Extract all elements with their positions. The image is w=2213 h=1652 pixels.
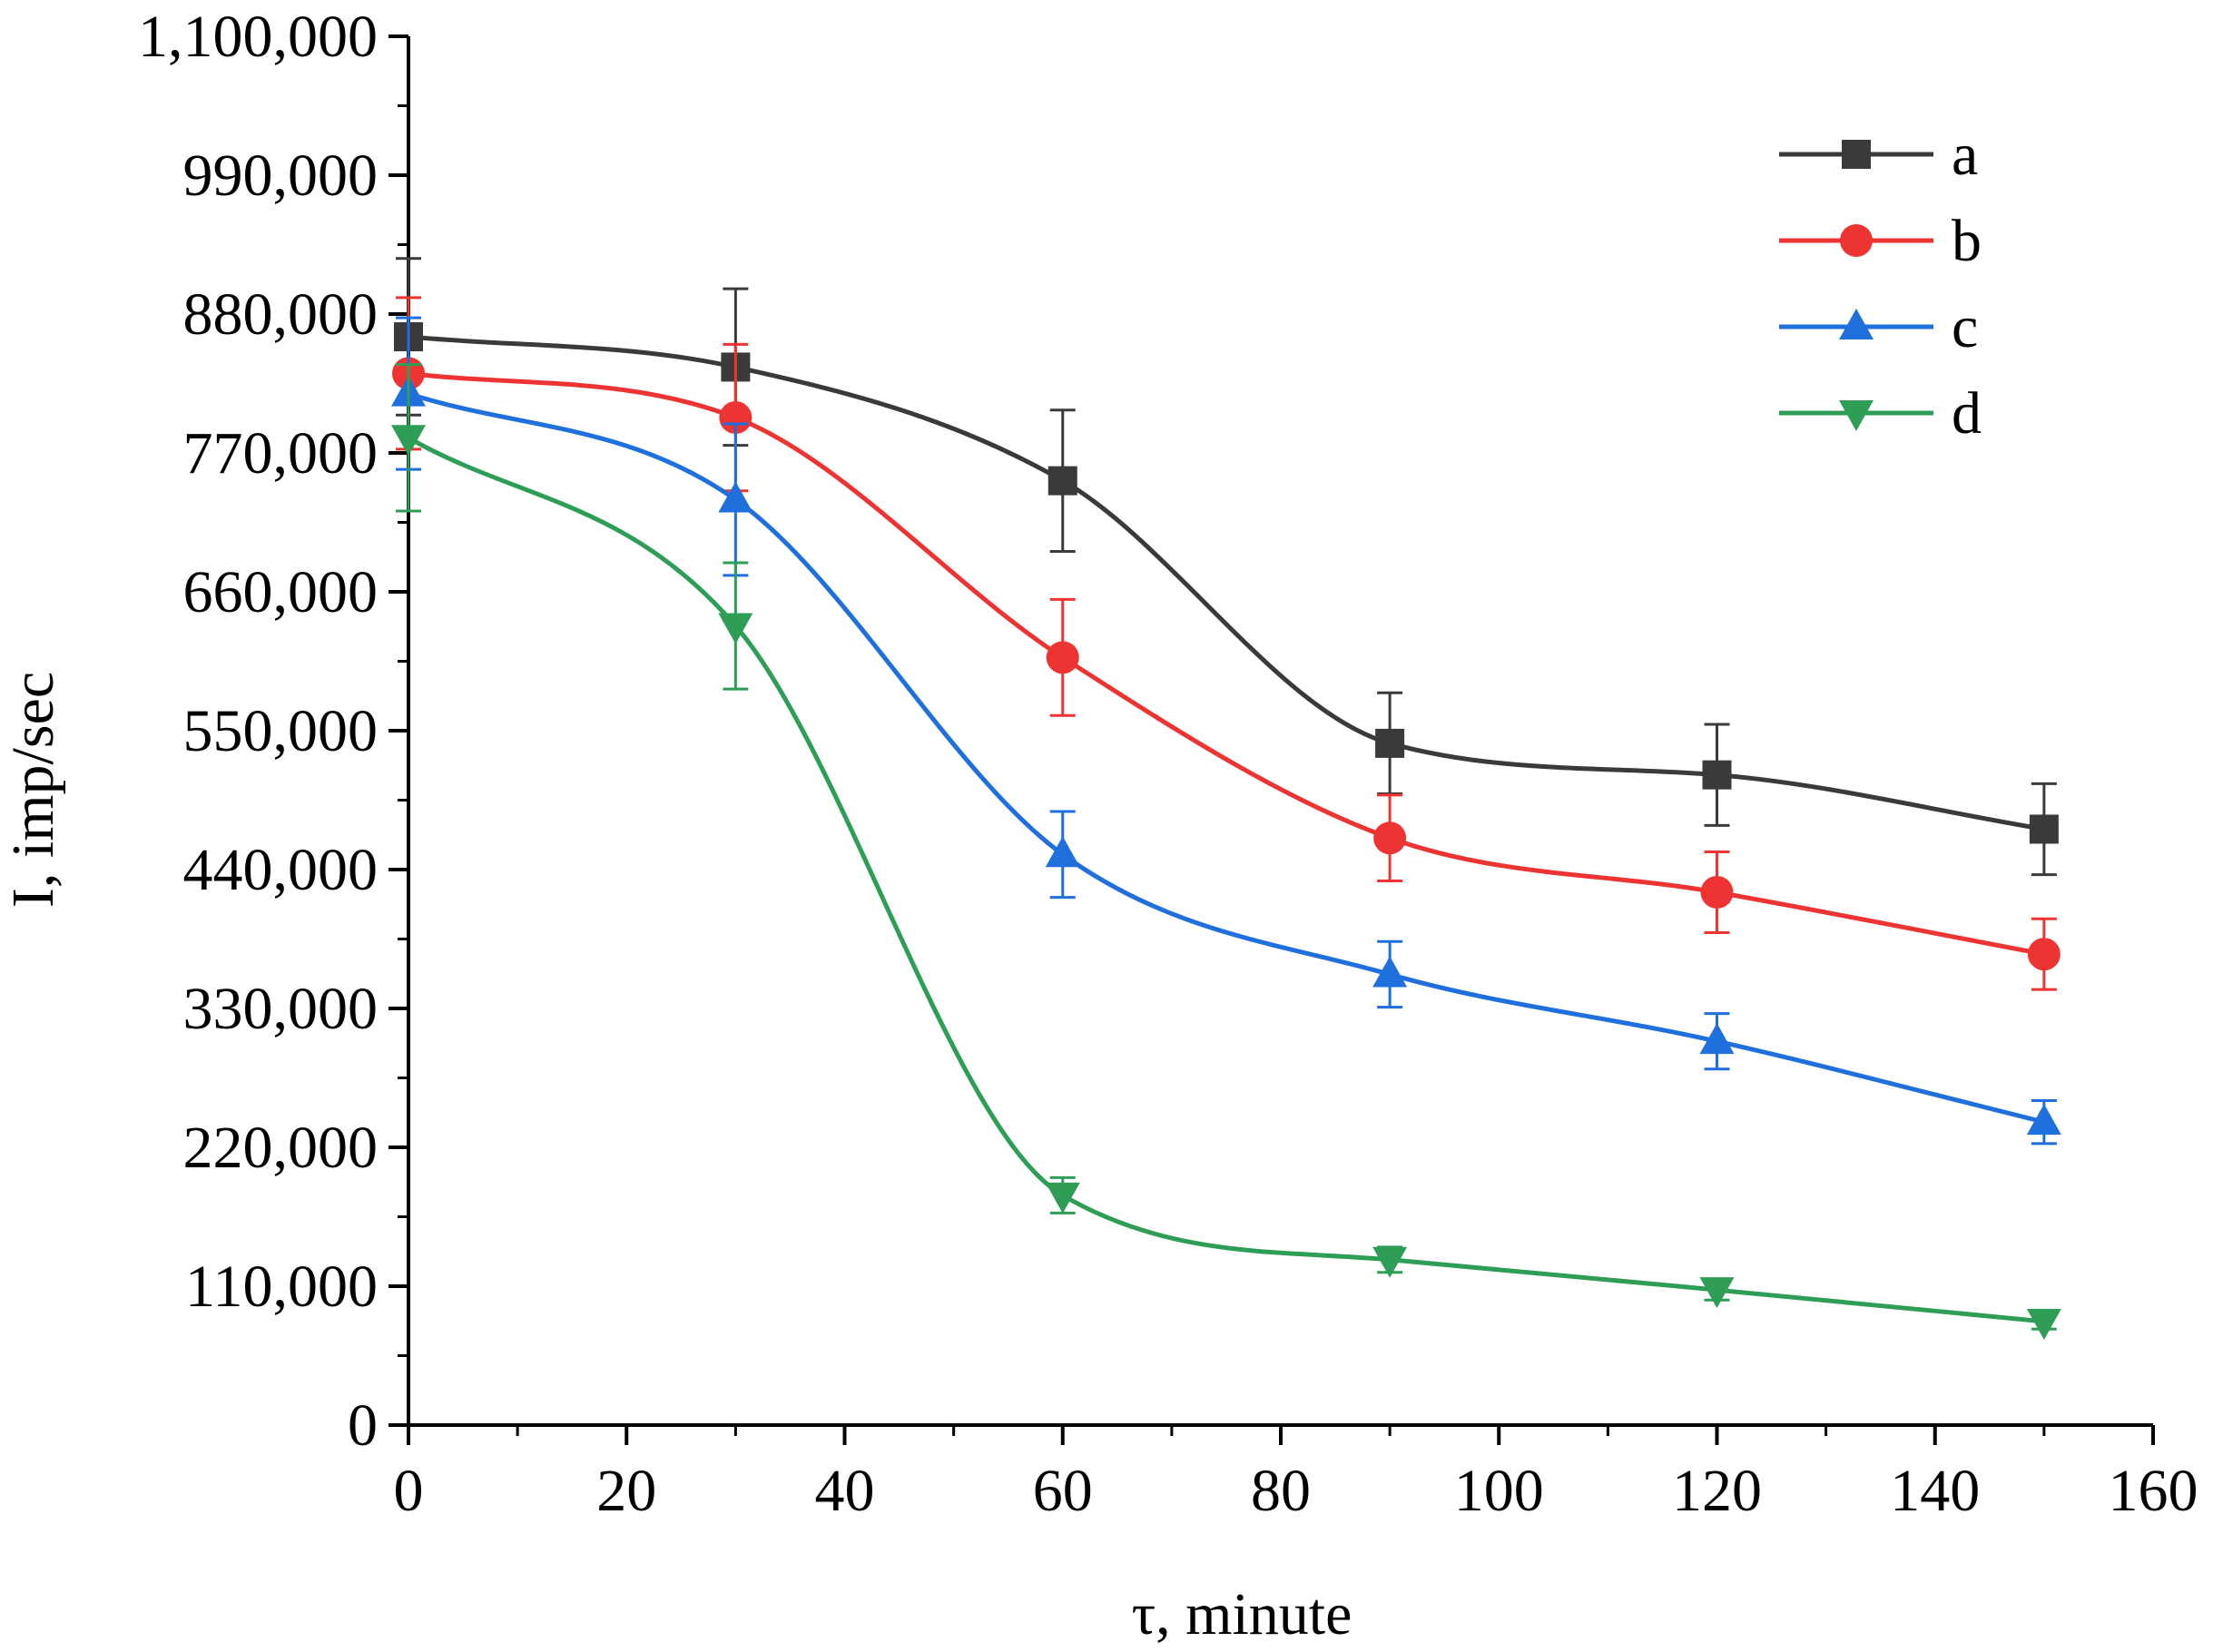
data-point-d (1045, 1182, 1080, 1214)
series-area (391, 257, 2061, 1340)
data-point-d (391, 425, 426, 457)
series-a (394, 257, 2059, 877)
series-line-d (407, 436, 2045, 1324)
data-point-a (2029, 814, 2059, 844)
data-point-d (718, 613, 753, 644)
y-tick-label: 440,000 (183, 837, 379, 903)
y-tick-label: 880,000 (183, 281, 379, 348)
legend-item-d: d (1779, 380, 1982, 447)
legend-label: d (1952, 380, 1982, 447)
y-tick-label: 220,000 (183, 1115, 379, 1181)
y-tick-label: 660,000 (183, 559, 379, 625)
series-line-c (408, 391, 2045, 1125)
data-point-a (1702, 760, 1732, 790)
x-tick-label: 20 (596, 1458, 656, 1524)
legend-marker (1840, 224, 1873, 257)
legend-marker (1839, 400, 1874, 431)
y-tick-label: 1,100,000 (138, 4, 378, 70)
data-point-b (1373, 821, 1407, 855)
data-point-d (2026, 1308, 2061, 1340)
data-point-a (1047, 466, 1077, 496)
data-point-b (1046, 641, 1079, 674)
x-tick-label: 60 (1033, 1458, 1093, 1524)
series-line-a (408, 334, 2045, 831)
data-point-b (2027, 938, 2061, 971)
x-tick-label: 100 (1454, 1458, 1544, 1524)
data-point-d (1699, 1277, 1735, 1309)
legend-item-c: c (1779, 294, 1978, 360)
legend-item-a: a (1779, 122, 1978, 188)
y-tick-label: 110,000 (185, 1254, 378, 1320)
legend-item-b: b (1779, 208, 1982, 274)
x-tick-label: 40 (815, 1458, 875, 1524)
series-d (391, 363, 2061, 1340)
legend-label: a (1952, 122, 1978, 188)
x-tick-label: 80 (1251, 1458, 1311, 1524)
x-tick-label: 0 (394, 1458, 424, 1524)
series-c (391, 316, 2061, 1146)
data-point-c (2026, 1104, 2061, 1136)
data-point-d (1372, 1246, 1408, 1278)
data-point-c (1045, 836, 1080, 868)
data-point-b (1700, 876, 1734, 910)
legend-label: c (1952, 294, 1978, 360)
x-tick-label: 160 (2109, 1458, 2198, 1524)
legend-marker (1842, 140, 1871, 169)
series-b (392, 296, 2061, 991)
x-axis-title: τ, minute (1132, 1581, 1352, 1647)
axes (407, 36, 2153, 1427)
y-tick-label: 770,000 (183, 420, 379, 487)
legend-marker (1839, 309, 1874, 339)
legend-label: b (1952, 208, 1982, 274)
data-point-c (1372, 956, 1408, 988)
y-axis-title: I, imp/sec (0, 672, 66, 908)
x-tick-label: 120 (1672, 1458, 1762, 1524)
data-point-b (719, 401, 752, 435)
series-line-b (408, 370, 2045, 957)
data-point-a (1375, 728, 1405, 758)
y-tick-label: 330,000 (183, 976, 379, 1042)
y-tick-label: 990,000 (183, 143, 379, 209)
y-tick-label: 550,000 (183, 698, 379, 764)
data-point-c (1699, 1023, 1735, 1055)
axis-ticks: 0 20 40 60 80 100 120 140 160 0 110,000 220,000 330,… (138, 4, 2198, 1524)
data-point-c (718, 481, 753, 513)
y-tick-label: 0 (348, 1392, 378, 1459)
x-tick-label: 140 (1890, 1458, 1980, 1524)
